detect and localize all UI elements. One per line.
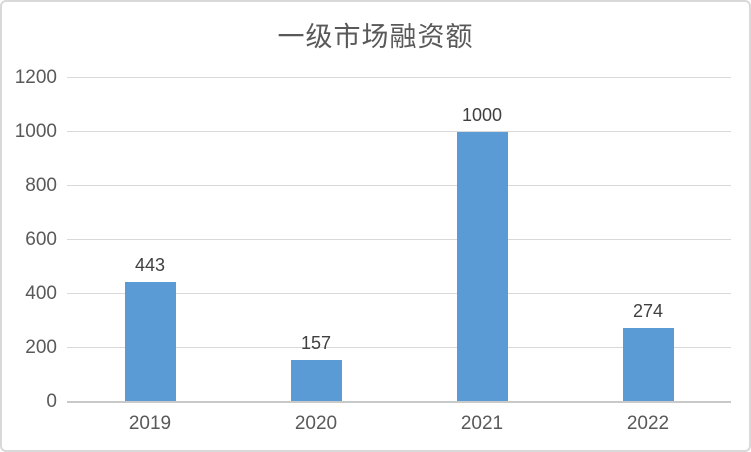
y-tick-label-0: 0 bbox=[46, 391, 57, 412]
chart-title: 一级市场融资额 bbox=[277, 22, 474, 52]
y-tick-label-200: 200 bbox=[25, 337, 57, 358]
y-tick-label-600: 600 bbox=[25, 229, 57, 250]
bar-2020 bbox=[290, 359, 342, 402]
data-label-2019: 443 bbox=[134, 255, 166, 276]
bar-2021 bbox=[456, 132, 508, 402]
bar-2019 bbox=[124, 282, 176, 402]
bar-2022 bbox=[622, 328, 674, 402]
gridline-y-400 bbox=[67, 293, 731, 294]
y-tick-label-1200: 1200 bbox=[14, 67, 57, 88]
x-tick-label-2022: 2022 bbox=[626, 413, 670, 434]
y-tick-label-400: 400 bbox=[25, 283, 57, 304]
data-label-2022: 274 bbox=[632, 301, 664, 322]
gridline-y-600 bbox=[67, 239, 731, 240]
x-tick-label-2019: 2019 bbox=[128, 413, 172, 434]
gridline-y-800 bbox=[67, 185, 731, 186]
data-label-2020: 157 bbox=[300, 332, 332, 353]
y-tick-label-1000: 1000 bbox=[14, 121, 57, 142]
x-tick-label-2020: 2020 bbox=[294, 413, 338, 434]
plot-area: 443 157 1000 274 bbox=[67, 77, 731, 403]
gridline-y-1000 bbox=[67, 131, 731, 132]
y-tick-label-800: 800 bbox=[25, 175, 57, 196]
gridline-y-1200 bbox=[67, 77, 731, 78]
x-tick-label-2021: 2021 bbox=[460, 413, 504, 434]
x-axis-line bbox=[67, 401, 731, 403]
gridline-y-200 bbox=[67, 347, 731, 348]
data-label-2021: 1000 bbox=[461, 105, 503, 125]
